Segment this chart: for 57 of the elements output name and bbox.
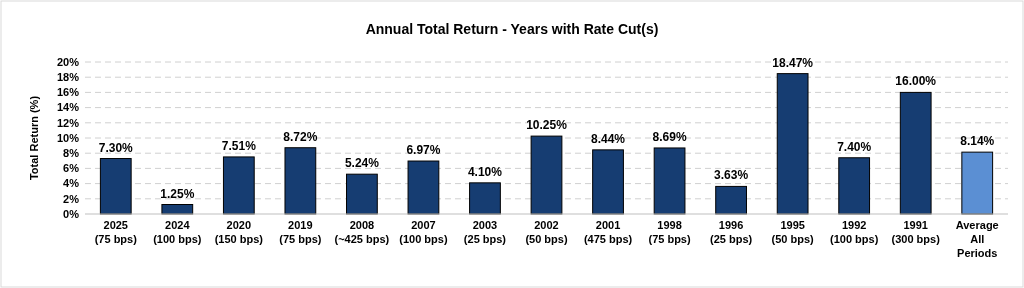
data-label: 8.72% <box>283 129 318 144</box>
x-tick-label: 2003 (25 bps) <box>463 219 507 245</box>
y-tick-label: 18% <box>56 71 80 84</box>
data-label: 8.44% <box>591 131 626 146</box>
bar <box>592 149 624 215</box>
y-tick-label: 2% <box>63 192 80 205</box>
bar <box>961 151 994 215</box>
bar <box>346 173 378 215</box>
data-label: 8.14% <box>960 134 995 149</box>
bar <box>530 135 563 215</box>
bar <box>715 185 747 215</box>
x-tick-label: 2019 (75 bps) <box>279 219 322 245</box>
x-tick-label: 2002 (50 bps) <box>525 219 568 245</box>
data-label: 4.10% <box>467 164 503 179</box>
x-tick-label: 1998 (75 bps) <box>648 219 691 245</box>
bar <box>284 147 317 215</box>
y-tick-label: 12% <box>56 116 80 129</box>
x-tick-label: 2020 (150 bps) <box>214 219 264 245</box>
data-label: 16.00% <box>895 74 937 89</box>
y-tick-label: 20% <box>56 55 80 68</box>
bar <box>776 73 809 215</box>
x-tick-label: 1991 (300 bps) <box>891 219 941 245</box>
data-label: 5.24% <box>344 156 380 171</box>
bar <box>99 158 132 215</box>
bar <box>469 182 501 215</box>
y-tick-label: 10% <box>56 131 80 144</box>
data-label: 8.69% <box>652 129 687 144</box>
y-tick-label: 4% <box>63 177 80 190</box>
bar <box>407 160 440 215</box>
bar <box>899 91 932 215</box>
y-tick-label: 6% <box>63 162 80 175</box>
x-tick-label: 1992 (100 bps) <box>830 219 879 245</box>
data-label: 1.25% <box>160 186 195 201</box>
bar <box>222 156 255 215</box>
data-label: 7.51% <box>221 138 257 153</box>
chart-title: Annual Total Return - Years with Rate Cut(s) <box>365 21 659 37</box>
y-tick-label: 16% <box>56 86 80 99</box>
x-tick-label: 1995 (50 bps) <box>771 219 815 245</box>
bar <box>653 147 686 215</box>
data-label: 7.30% <box>98 140 134 155</box>
data-label: 18.47% <box>772 55 814 70</box>
y-tick-label: 14% <box>56 101 80 114</box>
bar <box>838 157 871 215</box>
x-tick-label: Average All Periods <box>955 219 999 259</box>
data-label: 6.97% <box>406 143 441 158</box>
y-axis-title: Total Return (%) <box>28 95 40 181</box>
x-tick-label: 2024 (100 bps) <box>153 219 202 245</box>
x-tick-label: 2001 (475 bps) <box>583 219 633 245</box>
data-label: 7.40% <box>837 139 872 154</box>
x-tick-label: 2025 (75 bps) <box>94 219 138 245</box>
data-label: 3.63% <box>714 168 749 183</box>
x-tick-label: 2007 (100 bps) <box>399 219 448 245</box>
x-tick-label: 2008 (~425 bps) <box>334 219 390 245</box>
x-tick-label: 1996 (25 bps) <box>710 219 753 245</box>
y-tick-label: 0% <box>63 207 80 220</box>
data-label: 10.25% <box>526 118 568 133</box>
y-tick-label: 8% <box>63 147 80 160</box>
